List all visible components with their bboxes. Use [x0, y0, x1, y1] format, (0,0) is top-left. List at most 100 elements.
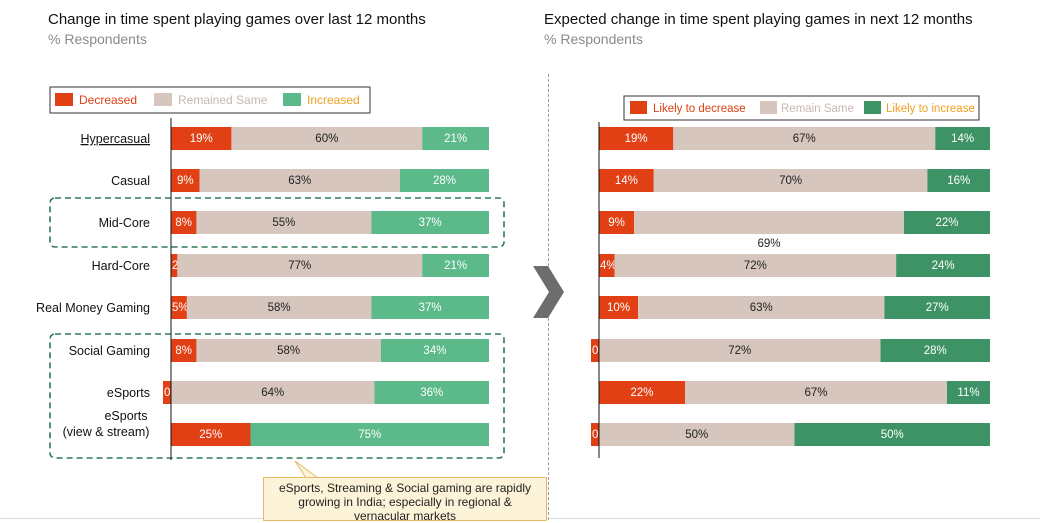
category-label-esports: eSports	[107, 386, 150, 400]
bar-left-hard-core-decreased	[171, 254, 178, 277]
bar-label-left-hypercasual-remained-same: 60%	[315, 133, 338, 145]
bar-right-mid-core-likely-to-decrease	[599, 211, 635, 234]
category-label-hard-core: Hard-Core	[92, 259, 150, 273]
bar-left-esports-decreased	[163, 381, 171, 404]
legend-label-likely-decrease: Likely to decrease	[653, 103, 746, 115]
bar-left-social-gaming-remained-same	[196, 339, 381, 362]
bar-right-esports-view-stream-likely-to-decrease	[591, 423, 599, 446]
bar-right-esports-likely-to-decrease	[599, 381, 686, 404]
bar-label-right-social-gaming-remain-same: 72%	[728, 345, 751, 357]
callout-box: eSports, Streaming & Social gaming are r…	[263, 477, 547, 523]
bar-left-casual-remained-same	[199, 169, 400, 192]
bar-label-right-casual-remain-same: 70%	[779, 175, 802, 187]
left-chart-subtitle: % Respondents	[48, 31, 147, 47]
bar-right-hard-core-likely-to-increase	[896, 254, 990, 277]
bar-left-mid-core-remained-same	[196, 211, 372, 234]
bar-label-left-esports-remained-same: 64%	[261, 387, 284, 399]
bar-label-left-casual-increased: 28%	[433, 175, 456, 187]
right-legend: Likely to decrease Remain Same Likely to…	[623, 95, 980, 121]
bar-right-hard-core-likely-to-decrease	[599, 254, 615, 277]
bar-right-esports-view-stream-remain-same	[599, 423, 795, 446]
chevron-right-icon	[533, 266, 564, 318]
bar-right-hypercasual-likely-to-increase	[935, 127, 990, 150]
bar-label-left-casual-remained-same: 63%	[288, 175, 311, 187]
category-label-social-gaming: Social Gaming	[69, 344, 150, 358]
bar-right-social-gaming-likely-to-increase	[880, 339, 990, 362]
category-label-esports-view-stream-line2: (view & stream)	[63, 425, 150, 439]
bar-label-left-esports-view-stream-increased: 75%	[358, 429, 381, 441]
bar-left-casual-increased	[399, 169, 489, 192]
category-label-real-money-gaming: Real Money Gaming	[36, 301, 150, 315]
legend-label-likely-increase: Likely to increase	[886, 103, 975, 115]
bar-right-casual-likely-to-decrease	[599, 169, 654, 192]
bar-label-right-casual-likely-to-decrease: 14%	[615, 175, 638, 187]
bar-label-left-real-money-gaming-increased: 37%	[419, 302, 442, 314]
bar-right-mid-core-likely-to-increase	[903, 211, 990, 234]
callout-line-3: vernacular markets	[353, 509, 457, 523]
left-legend: Decreased Remained Same Increased	[49, 86, 371, 114]
callout-pointer	[294, 460, 320, 479]
legend-swatch-remain-same	[760, 101, 777, 114]
bar-label-right-hard-core-remain-same: 72%	[744, 260, 767, 272]
bar-label-left-hard-core-increased: 21%	[444, 260, 467, 272]
bar-right-hard-core-remain-same	[614, 254, 897, 277]
bar-label-right-real-money-gaming-likely-to-decrease: 10%	[607, 302, 630, 314]
bar-left-social-gaming-increased	[380, 339, 489, 362]
bar-label-left-social-gaming-decreased: 8%	[175, 345, 192, 357]
callout-line-2: growing in India; especially in regional…	[298, 495, 512, 509]
bar-label-right-esports-likely-to-decrease: 22%	[630, 387, 653, 399]
bar-label-left-mid-core-remained-same: 55%	[272, 217, 295, 229]
bar-left-hard-core-remained-same	[177, 254, 423, 277]
bar-right-esports-likely-to-increase	[946, 381, 990, 404]
category-label-hypercasual: Hypercasual	[81, 132, 150, 146]
bar-right-real-money-gaming-likely-to-decrease	[599, 296, 639, 319]
bar-label-left-real-money-gaming-decreased: 5%	[172, 302, 189, 314]
bar-right-social-gaming-remain-same	[599, 339, 881, 362]
right-chart-title: Expected change in time spent playing ga…	[544, 11, 973, 28]
bar-right-esports-remain-same	[685, 381, 947, 404]
bar-left-hard-core-increased	[422, 254, 489, 277]
bar-label-left-mid-core-decreased: 8%	[175, 217, 192, 229]
bar-label-left-mid-core-increased: 37%	[419, 217, 442, 229]
bar-label-left-real-money-gaming-remained-same: 58%	[268, 302, 291, 314]
bar-right-casual-remain-same	[653, 169, 928, 192]
bar-label-right-social-gaming-likely-to-increase: 28%	[924, 345, 947, 357]
bar-left-hypercasual-decreased	[171, 127, 232, 150]
bar-label-left-social-gaming-increased: 34%	[423, 345, 446, 357]
bar-left-esports-increased	[374, 381, 489, 404]
bar-right-mid-core-remain-same	[634, 211, 904, 234]
bar-label-right-hard-core-likely-to-decrease: 4%	[600, 260, 617, 272]
bar-right-hypercasual-remain-same	[673, 127, 936, 150]
bar-left-real-money-gaming-decreased	[171, 296, 187, 319]
bar-label-right-casual-likely-to-increase: 16%	[947, 175, 970, 187]
bar-left-real-money-gaming-increased	[371, 296, 489, 319]
left-chart-title: Change in time spent playing games over …	[48, 11, 426, 28]
bar-label-left-social-gaming-remained-same: 58%	[277, 345, 300, 357]
highlight-box-social-esports	[49, 333, 505, 459]
bar-label-right-esports-remain-same: 67%	[804, 387, 827, 399]
bar-label-left-casual-decreased: 9%	[177, 175, 194, 187]
bar-right-hypercasual-likely-to-decrease	[599, 127, 674, 150]
bar-left-esports-view-stream-increased	[250, 423, 489, 446]
callout-line-1: eSports, Streaming & Social gaming are r…	[278, 481, 532, 495]
legend-swatch-decreased	[55, 93, 73, 106]
bar-right-casual-likely-to-increase	[927, 169, 990, 192]
bar-label-right-hard-core-likely-to-increase: 24%	[932, 260, 955, 272]
bar-label-right-esports-view-stream-remain-same: 50%	[685, 429, 708, 441]
bar-left-casual-decreased	[171, 169, 200, 192]
bar-label-right-esports-view-stream-likely-to-increase: 50%	[881, 429, 904, 441]
category-label-esports-view-stream-line1: eSports	[104, 409, 147, 423]
legend-label-decreased: Decreased	[79, 93, 137, 107]
bar-left-social-gaming-decreased	[171, 339, 197, 362]
right-chart-subtitle: % Respondents	[544, 31, 643, 47]
bar-label-right-mid-core-likely-to-increase: 22%	[935, 217, 958, 229]
bar-left-real-money-gaming-remained-same	[186, 296, 372, 319]
bar-label-right-hypercasual-likely-to-decrease: 19%	[625, 133, 648, 145]
bar-left-hypercasual-increased	[422, 127, 489, 150]
bar-label-right-real-money-gaming-remain-same: 63%	[750, 302, 773, 314]
bar-left-esports-remained-same	[171, 381, 375, 404]
bar-label-left-hard-core-remained-same: 77%	[288, 260, 311, 272]
legend-swatch-increased	[283, 93, 301, 106]
category-label-mid-core: Mid-Core	[99, 216, 150, 230]
